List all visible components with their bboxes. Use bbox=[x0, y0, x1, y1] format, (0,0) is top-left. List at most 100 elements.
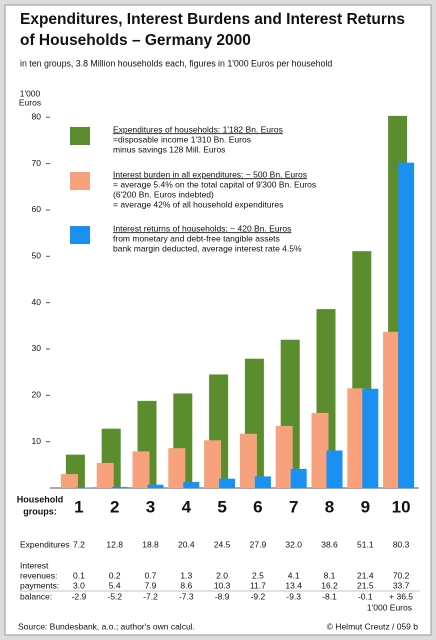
legend-note: minus savings 128 Mill. Euros bbox=[113, 144, 225, 154]
bar bbox=[183, 481, 200, 488]
x-tick-label: 10 bbox=[392, 497, 411, 516]
bar bbox=[347, 388, 365, 488]
table-cell: 8.1 bbox=[324, 570, 336, 580]
table-cell: -8.9 bbox=[215, 591, 230, 601]
table-cell: 27.9 bbox=[250, 539, 267, 549]
bar bbox=[254, 476, 271, 488]
table-cell: -5.2 bbox=[107, 591, 122, 601]
table-cell: 3.0 bbox=[73, 580, 85, 590]
table-cell: 2.0 bbox=[216, 570, 228, 580]
bar bbox=[290, 469, 307, 488]
table-cell: 7.2 bbox=[73, 539, 85, 549]
legend-note: = average 42% of all household expenditu… bbox=[113, 199, 283, 209]
table-cell: 24.5 bbox=[214, 539, 231, 549]
bar bbox=[168, 448, 186, 488]
y-axis-label: 1'000 bbox=[20, 88, 41, 98]
table-cell: 13.4 bbox=[285, 580, 302, 590]
credit: © Helmut Creutz / 059 b bbox=[327, 621, 419, 631]
table-cell: -0.1 bbox=[358, 591, 373, 601]
table-heading: Interest bbox=[20, 560, 49, 570]
table-cell: 38.6 bbox=[321, 539, 338, 549]
table-cell: 12.8 bbox=[106, 539, 123, 549]
y-tick-label: 70 bbox=[32, 158, 42, 168]
legend-label: Interest returns of households: ~ 420 Bn… bbox=[113, 223, 291, 233]
table-cell: 51.1 bbox=[357, 539, 374, 549]
table-cell: 70.2 bbox=[393, 570, 410, 580]
table-row-label: revenues: bbox=[20, 570, 57, 580]
chart-subtitle: in ten groups, 3.8 Million households ea… bbox=[20, 58, 332, 68]
table-cell: 18.8 bbox=[142, 539, 159, 549]
table-row-label: payments: bbox=[20, 580, 59, 590]
legend-note: = average 5.4% on the total capital of 9… bbox=[113, 179, 316, 189]
table-cell: 20.4 bbox=[178, 539, 195, 549]
x-tick-label: 1 bbox=[74, 497, 83, 516]
y-tick-label: 60 bbox=[32, 204, 42, 214]
bar bbox=[60, 474, 78, 488]
chart-title: of Households – Germany 2000 bbox=[20, 32, 251, 49]
y-axis-label: Euros bbox=[19, 97, 41, 107]
bar bbox=[132, 451, 150, 488]
table-cell: 4.1 bbox=[288, 570, 300, 580]
table-cell: -7.2 bbox=[143, 591, 158, 601]
x-tick-label: 6 bbox=[253, 497, 262, 516]
bar bbox=[362, 388, 379, 488]
bar bbox=[311, 412, 329, 488]
chart-title: Expenditures, Interest Burdens and Inter… bbox=[20, 11, 405, 28]
table-row-label: balance: bbox=[20, 591, 52, 601]
bar bbox=[326, 450, 343, 488]
table-cell: + 36.5 bbox=[389, 591, 413, 601]
table-cell: 80.3 bbox=[393, 539, 410, 549]
table-cell: 11.7 bbox=[250, 580, 266, 590]
x-tick-label: 9 bbox=[361, 497, 370, 516]
bar bbox=[398, 162, 415, 488]
x-axis-label: groups: bbox=[23, 506, 57, 516]
table-cell: 32.0 bbox=[285, 539, 302, 549]
bar bbox=[96, 462, 114, 488]
legend-note: from monetary and debt-free tangible ass… bbox=[113, 233, 280, 243]
legend-note: bank margin deducted, average interest r… bbox=[113, 243, 302, 253]
y-tick-label: 10 bbox=[32, 436, 42, 446]
legend-swatch bbox=[70, 172, 90, 190]
y-tick-label: 80 bbox=[32, 112, 42, 122]
table-cell: 21.5 bbox=[357, 580, 374, 590]
bar bbox=[275, 425, 293, 488]
legend-label: Expenditures of households: 1'182 Bn. Eu… bbox=[113, 124, 283, 134]
bar bbox=[383, 331, 401, 488]
table-row-label: Expenditures bbox=[20, 539, 70, 549]
table-cell: 0.2 bbox=[109, 570, 121, 580]
source: Source: Bundesbank, a.o.; author's own c… bbox=[18, 621, 195, 631]
table-cell: 0.1 bbox=[73, 570, 85, 580]
y-tick-label: 50 bbox=[32, 251, 42, 261]
table-cell: -9.2 bbox=[251, 591, 266, 601]
table-cell: 21.4 bbox=[357, 570, 374, 580]
table-cell: -9.3 bbox=[286, 591, 301, 601]
legend-label: Interest burden in all expenditures: ~ 5… bbox=[113, 169, 307, 179]
table-cell: 0.7 bbox=[145, 570, 157, 580]
legend-swatch bbox=[70, 226, 90, 244]
x-tick-label: 5 bbox=[217, 497, 226, 516]
table-cell: 16.2 bbox=[321, 580, 338, 590]
bar bbox=[204, 440, 222, 488]
table-cell: -8.1 bbox=[322, 591, 337, 601]
legend-note: =disposable income 1'310 Bn. Euros bbox=[113, 134, 251, 144]
y-tick-label: 20 bbox=[32, 390, 42, 400]
table-cell: 2.5 bbox=[252, 570, 264, 580]
x-tick-label: 2 bbox=[110, 497, 119, 516]
y-tick-label: 30 bbox=[32, 343, 42, 353]
table-cell: 10.3 bbox=[214, 580, 231, 590]
table-cell: 8.6 bbox=[180, 580, 192, 590]
x-tick-label: 7 bbox=[289, 497, 298, 516]
table-unit: 1'000 Euros bbox=[367, 602, 412, 612]
x-tick-label: 3 bbox=[146, 497, 155, 516]
legend-swatch bbox=[70, 127, 90, 145]
table-cell: 33.7 bbox=[393, 580, 410, 590]
table-cell: 1.3 bbox=[180, 570, 192, 580]
y-tick-label: 40 bbox=[32, 297, 42, 307]
bar bbox=[219, 478, 236, 488]
bar bbox=[147, 484, 164, 488]
bar bbox=[111, 487, 128, 488]
x-tick-label: 4 bbox=[182, 497, 192, 516]
table-cell: 5.4 bbox=[109, 580, 121, 590]
x-tick-label: 8 bbox=[325, 497, 334, 516]
